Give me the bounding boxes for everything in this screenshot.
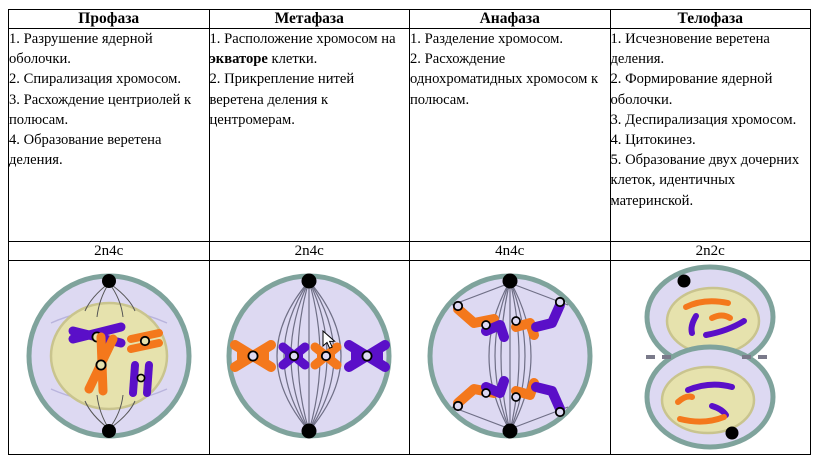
list-item: 1. Разделение хромосом. <box>410 31 563 47</box>
list-item: 1. Расположение хромосом на экваторе кле… <box>209 31 396 68</box>
emphasis-text: экваторе <box>209 51 268 68</box>
figure-cell-anaphase <box>409 260 611 455</box>
description-list-anaphase: 1. Разделение хромосом. 2. Расхождение о… <box>410 29 610 110</box>
centriole-bottom-icon <box>101 424 116 438</box>
ploidy-value-metaphase: 2n4c <box>208 241 410 261</box>
centriole-top-icon <box>101 274 116 288</box>
description-list-telophase: 1. Исчезновение веретена деления. 2. Фор… <box>611 29 811 211</box>
description-cell-metaphase: 1. Расположение хромосом на экваторе кле… <box>208 28 410 242</box>
chromosome-purple-small <box>128 361 153 397</box>
column-header-metaphase: Метафаза <box>208 9 410 29</box>
ploidy-value-telophase: 2n2c <box>609 241 811 261</box>
column-header-anaphase: Анафаза <box>409 9 611 29</box>
chromatid-orange-top-left <box>452 300 499 328</box>
mitosis-phases-table: Профаза Метафаза Анафаза Телофаза 1. Раз… <box>8 9 811 455</box>
anaphase-cell-diagram <box>427 273 593 439</box>
chromatid-purple-bottom-left <box>480 376 509 398</box>
daughter-cell-bottom <box>644 344 776 450</box>
daughter-cell-top <box>644 264 776 370</box>
table-description-row: 1. Разрушение ядерной оболочки. 2. Спира… <box>8 28 811 242</box>
chromatid-purple-top-right <box>530 296 565 332</box>
description-cell-anaphase: 1. Разделение хромосом. 2. Расхождение о… <box>409 28 611 242</box>
list-item: 2. Формирование ядерной оболочки. <box>610 71 773 108</box>
list-item: 1. Разрушение ядерной оболочки. <box>9 31 153 68</box>
centriole-bottom-icon <box>502 423 518 439</box>
table-header-row: Профаза Метафаза Анафаза Телофаза <box>8 9 811 29</box>
list-item: 1. Исчезновение веретена деления. <box>610 31 770 68</box>
chromatid-purple-bottom-right <box>530 382 565 418</box>
column-header-telophase: Телофаза <box>609 9 811 29</box>
description-list-prophase: 1. Разрушение ядерной оболочки. 2. Спира… <box>9 29 209 170</box>
table-figure-row <box>8 260 811 455</box>
centriole-top-icon <box>301 273 317 289</box>
list-item: 4. Образование веретена деления. <box>9 132 162 169</box>
centriole-bottom-icon <box>301 423 317 439</box>
chromatid-orange-top-right <box>510 316 539 340</box>
ploidy-value-anaphase: 4n4c <box>409 241 611 261</box>
list-item: 3. Расхождение центриолей к полюсам. <box>9 91 192 128</box>
table-ploidy-row: 2n4c 2n4c 4n4c 2n2c <box>8 241 811 261</box>
chromosome-orange-small <box>310 342 342 370</box>
description-list-metaphase: 1. Расположение хромосом на экваторе кле… <box>210 29 410 130</box>
centriole-top-icon <box>677 274 691 288</box>
centriole-top-icon <box>502 273 518 289</box>
prophase-cell-diagram <box>26 273 192 439</box>
chromatid-purple-top-left <box>480 320 509 342</box>
metaphase-cell-diagram <box>226 273 392 439</box>
description-cell-prophase: 1. Разрушение ядерной оболочки. 2. Спира… <box>8 28 210 242</box>
chromosome-purple-small <box>278 342 310 370</box>
telophase-cell-diagram <box>644 264 776 450</box>
figure-cell-metaphase <box>208 260 410 455</box>
list-item: 2. Спирализация хромосом. <box>9 71 182 88</box>
centriole-bottom-icon <box>725 426 739 440</box>
chromosome-purple-large <box>344 340 391 372</box>
column-header-prophase: Профаза <box>8 9 210 29</box>
list-item: 4. Цитокинез. <box>610 132 696 149</box>
chromosome-orange-small <box>126 329 163 353</box>
chromosome-orange-large <box>84 332 118 396</box>
ploidy-value-prophase: 2n4c <box>8 241 210 261</box>
figure-cell-prophase <box>8 260 210 455</box>
figure-cell-telophase <box>609 260 811 455</box>
list-item: 3. Деспирализация хромосом. <box>610 111 797 128</box>
list-item: 2. Расхождение однохроматидных хромосом … <box>410 51 599 108</box>
chromosome-orange-large <box>230 340 277 372</box>
description-cell-telophase: 1. Исчезновение веретена деления. 2. Фор… <box>609 28 811 242</box>
list-item: 2. Прикрепление нитей веретена деления к… <box>209 71 355 128</box>
list-item: 5. Образование двух дочерних клеток, иде… <box>610 152 800 209</box>
